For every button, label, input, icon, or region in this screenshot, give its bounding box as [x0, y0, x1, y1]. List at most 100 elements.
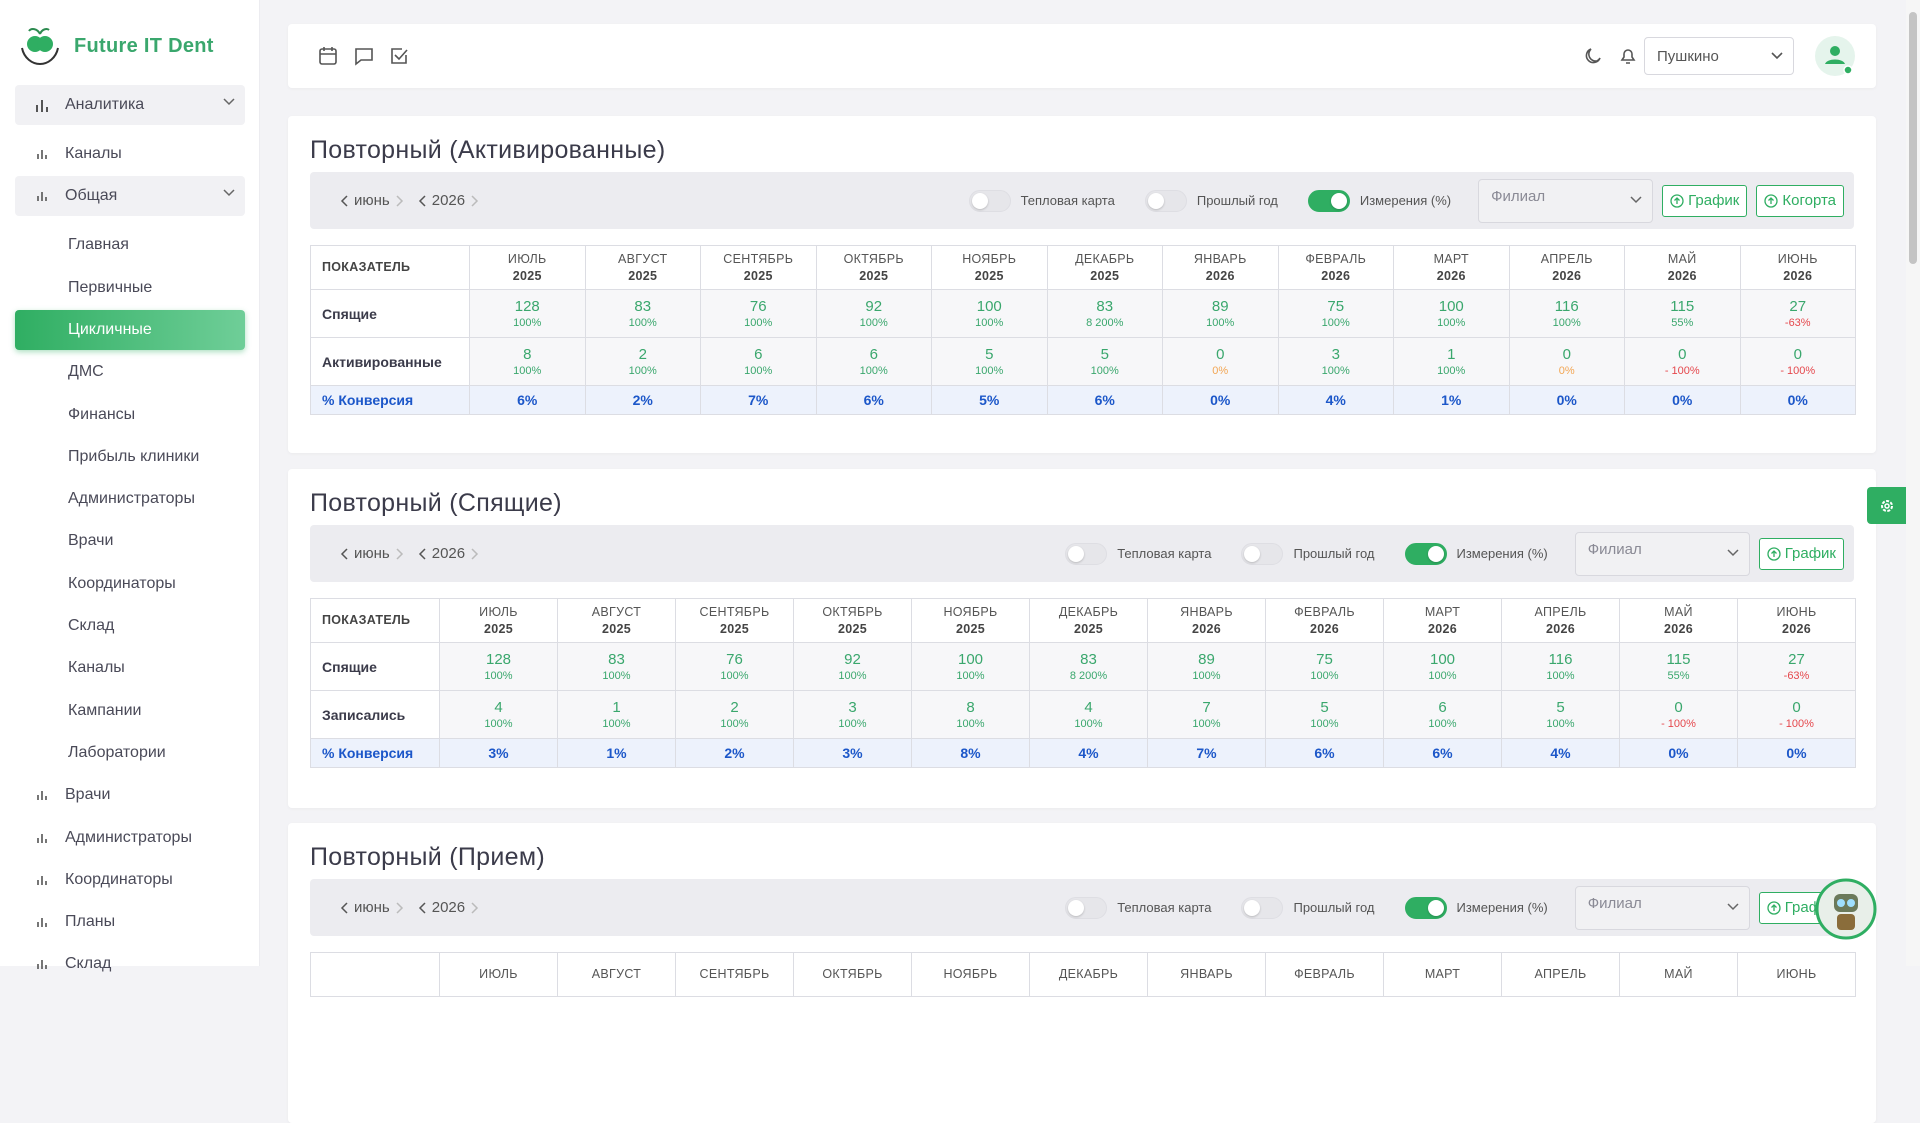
action-button[interactable]: Когорта	[1756, 184, 1844, 217]
menu-item[interactable]: Каналы	[15, 648, 245, 688]
cell-value: 116	[1548, 650, 1573, 668]
month-nav[interactable]: июнь	[340, 192, 404, 209]
cell-change: -63%	[1783, 669, 1810, 682]
menu-item[interactable]: Кампании	[15, 691, 245, 731]
month-nav[interactable]: июнь	[340, 545, 404, 562]
cell-value: 8	[523, 345, 532, 363]
calendar-icon[interactable]	[318, 46, 338, 66]
toggle[interactable]: Тепловая карта	[1065, 896, 1211, 919]
column-month: НОЯБРЬ	[943, 967, 998, 981]
toggle-switch[interactable]	[1404, 896, 1447, 919]
column-year: 2026	[1436, 268, 1466, 283]
branch-select[interactable]: Пушкино	[1644, 37, 1794, 75]
menu-item[interactable]: Склад	[15, 944, 245, 984]
menu-item[interactable]: Первичные	[15, 268, 245, 308]
year-nav-value: 2026	[431, 899, 466, 916]
toggle[interactable]: Тепловая карта	[1065, 542, 1212, 565]
toggle[interactable]: Прошлый год	[1241, 542, 1375, 565]
column-month: ФЕВРАЛЬ	[1305, 251, 1367, 266]
toggle-switch[interactable]	[1241, 896, 1284, 919]
data-cell: 83 100%	[557, 642, 676, 691]
tasks-icon[interactable]	[389, 46, 409, 66]
user-avatar[interactable]	[1815, 36, 1857, 78]
menu-item[interactable]: Администраторы	[15, 818, 245, 858]
toggle-switch[interactable]	[968, 189, 1011, 212]
cell-value: 100	[957, 650, 984, 668]
column-month: АВГУСТ	[591, 604, 642, 619]
header-row: ПОКАЗАТЕЛЬ ИЮЛЬ 2025 АВГУСТ 2025 СЕНТЯБРЬ 2025…	[310, 598, 1856, 643]
toggle[interactable]: Прошлый год	[1144, 189, 1278, 212]
menu-item[interactable]: Каналы	[15, 134, 245, 174]
menu-item[interactable]: Лаборатории	[15, 733, 245, 773]
column-header: МАЙ 2026	[1624, 245, 1741, 290]
theme-icon[interactable]	[1583, 46, 1603, 66]
conversion-cell: 6%	[815, 385, 932, 415]
column-year: 2025	[719, 621, 749, 636]
menu-item[interactable]: ДМС	[15, 352, 245, 392]
column-year: 2026	[1205, 268, 1235, 283]
data-cell: 75 100%	[1277, 289, 1394, 338]
column-header: ИЮЛЬ 2025	[469, 245, 586, 290]
action-button[interactable]: График	[1662, 184, 1748, 217]
data-cell: 76 100%	[700, 289, 817, 338]
column-header: ИЮНЬ	[1737, 952, 1856, 997]
settings-tab[interactable]	[1867, 487, 1906, 524]
toggle[interactable]: Измерения (%)	[1404, 896, 1548, 919]
menu-item[interactable]: Врачи	[15, 775, 245, 815]
column-header: ФЕВРАЛЬ 2026	[1265, 598, 1384, 643]
column-month: ЯНВАРЬ	[1193, 251, 1247, 266]
menu-item[interactable]: Планы	[15, 902, 245, 942]
toggle[interactable]: Тепловая карта	[968, 189, 1115, 212]
menu-item[interactable]: Финансы	[15, 395, 245, 435]
toggle[interactable]: Прошлый год	[1241, 896, 1375, 919]
menu-label: Общая	[65, 187, 118, 205]
menu-label: Администраторы	[68, 490, 195, 508]
corner-header	[310, 952, 440, 997]
cell-value: 6	[1438, 698, 1447, 716]
toggle[interactable]: Измерения (%)	[1404, 542, 1548, 565]
assistant-avatar[interactable]	[1815, 878, 1877, 940]
branch-filter[interactable]: Филиал	[1574, 531, 1750, 576]
cell-change: 100%	[1310, 669, 1339, 682]
toggle[interactable]: Измерения (%)	[1307, 189, 1451, 212]
menu-label: Координаторы	[68, 574, 176, 592]
cell-value: 0	[1216, 345, 1225, 363]
menu-item[interactable]: Цикличные	[15, 309, 245, 350]
toggle-switch[interactable]	[1065, 896, 1108, 919]
month-nav[interactable]: июнь	[340, 899, 404, 916]
action-button[interactable]: График	[1758, 537, 1844, 570]
cell-value: 2	[730, 698, 739, 716]
toggle-switch[interactable]	[1404, 542, 1447, 565]
menu-item[interactable]: Прибыль клиники	[15, 437, 245, 477]
menu-item[interactable]: Главная	[15, 225, 245, 265]
toggle-switch[interactable]	[1241, 542, 1284, 565]
cell-change: 100%	[602, 669, 631, 682]
menu-item[interactable]: Администраторы	[15, 479, 245, 519]
data-cell: 92 100%	[793, 642, 912, 691]
bell-icon[interactable]	[1618, 46, 1638, 66]
toggle-switch[interactable]	[1065, 542, 1108, 565]
menu-item[interactable]: Врачи	[15, 521, 245, 561]
cell-change: 100%	[859, 316, 888, 329]
toggle-label: Тепловая карта	[1117, 546, 1212, 561]
toggle-switch[interactable]	[1307, 189, 1350, 212]
year-nav[interactable]: 2026	[418, 899, 479, 916]
year-nav[interactable]: 2026	[418, 545, 479, 562]
year-nav[interactable]: 2026	[418, 192, 479, 209]
column-year: 2026	[1309, 621, 1339, 636]
cell-value: 0	[1793, 345, 1802, 363]
branch-filter[interactable]: Филиал	[1574, 885, 1750, 930]
branch-filter[interactable]: Филиал	[1478, 178, 1654, 223]
menu-group[interactable]: Аналитика	[15, 85, 245, 125]
toggle-switch[interactable]	[1144, 189, 1187, 212]
chat-icon[interactable]	[354, 46, 374, 66]
cell-change: - 100%	[1780, 364, 1816, 377]
cell-change: 100%	[628, 364, 657, 377]
cell-change: - 100%	[1779, 717, 1814, 730]
menu-item[interactable]: Координаторы	[15, 564, 245, 604]
menu-item[interactable]: Склад	[15, 606, 245, 646]
menu-item[interactable]: Координаторы	[15, 860, 245, 900]
cell-value: 100	[1438, 297, 1464, 315]
cell-change: 100%	[956, 669, 985, 682]
menu-group[interactable]: Общая	[15, 176, 245, 217]
